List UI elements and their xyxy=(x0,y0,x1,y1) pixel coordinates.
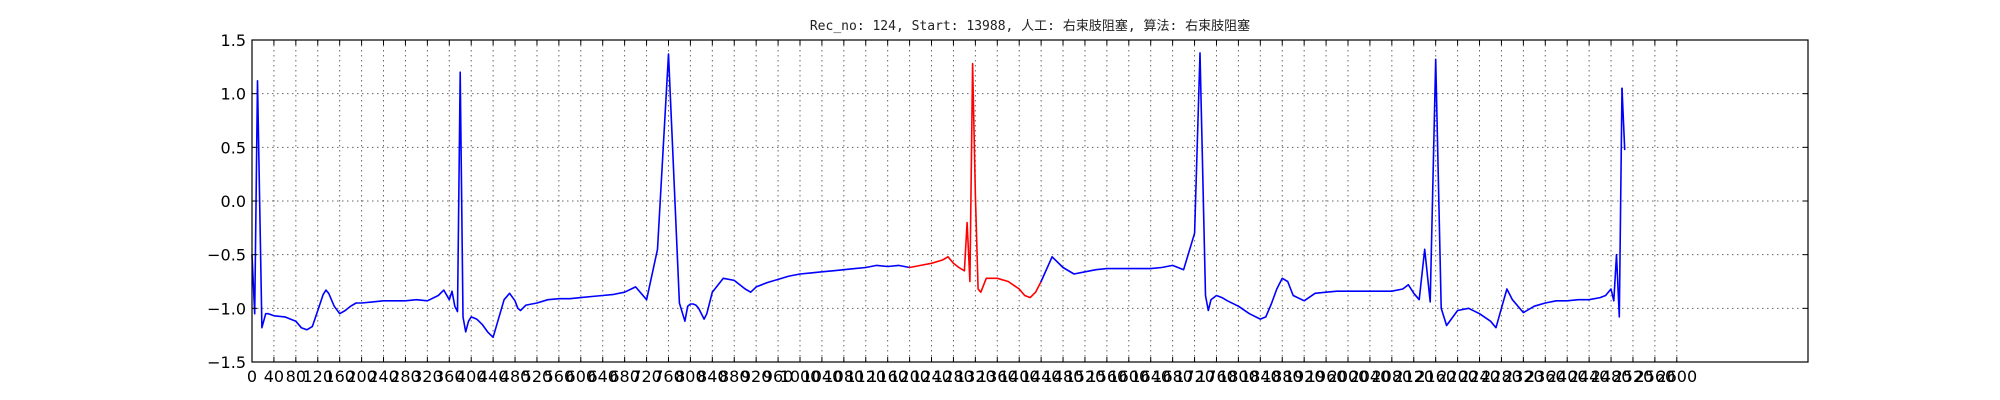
x-tick-label: 1080 xyxy=(823,367,864,386)
x-tick-label: 360 xyxy=(434,367,465,386)
x-tick-label: 2440 xyxy=(1569,367,1610,386)
x-axis-ticks: 0 40 8012016020024028032036040044048052056… xyxy=(247,40,1697,386)
x-tick-label: 1680 xyxy=(1152,367,1193,386)
x-tick-label: 2120 xyxy=(1393,367,1434,386)
x-tick-label: 240 xyxy=(368,367,399,386)
x-tick-label: 720 xyxy=(631,367,662,386)
y-tick-label: 1.5 xyxy=(221,31,246,50)
x-tick-label: 40 xyxy=(264,367,284,386)
x-tick-label: 1280 xyxy=(933,367,974,386)
x-tick-label: 960 xyxy=(763,367,794,386)
x-tick-label: 2080 xyxy=(1371,367,1412,386)
x-tick-label: 1640 xyxy=(1130,367,1171,386)
chart-title: Rec_no: 124, Start: 13988, 人工: 右束肢阻塞, 算法… xyxy=(810,18,1250,34)
y-tick-label: −0.5 xyxy=(207,246,246,265)
x-tick-label: 1360 xyxy=(977,367,1018,386)
x-tick-label: 400 xyxy=(456,367,487,386)
x-tick-label: 1720 xyxy=(1174,367,1215,386)
x-tick-label: 2280 xyxy=(1481,367,1522,386)
series-line-0 xyxy=(251,53,911,339)
x-tick-label: 200 xyxy=(346,367,377,386)
x-tick-label: 1320 xyxy=(955,367,996,386)
plot-frame xyxy=(251,39,1809,363)
x-tick-label: 1760 xyxy=(1196,367,1237,386)
x-tick-label: 1880 xyxy=(1262,367,1303,386)
x-tick-label: 1200 xyxy=(889,367,930,386)
x-tick-label: 1800 xyxy=(1218,367,1259,386)
x-tick-label: 2480 xyxy=(1591,367,1632,386)
x-tick-label: 1960 xyxy=(1306,367,1347,386)
x-tick-label: 1520 xyxy=(1065,367,1106,386)
x-tick-label: 2320 xyxy=(1503,367,1544,386)
x-tick-label: 2520 xyxy=(1613,367,1654,386)
x-tick-label: 2200 xyxy=(1437,367,1478,386)
x-tick-label: 2160 xyxy=(1415,367,1456,386)
series-line-1 xyxy=(908,62,1042,299)
x-tick-label: 1040 xyxy=(802,367,843,386)
x-tick-label: 2040 xyxy=(1350,367,1391,386)
series-layer xyxy=(251,52,1626,339)
x-tick-label: 1120 xyxy=(845,367,886,386)
grid-layer xyxy=(252,40,1808,362)
x-tick-label: 160 xyxy=(324,367,355,386)
x-tick-label: 280 xyxy=(390,367,421,386)
x-tick-label: 680 xyxy=(609,367,640,386)
x-tick-label: 1920 xyxy=(1284,367,1325,386)
y-tick-label: 0.0 xyxy=(221,192,246,211)
y-tick-label: 0.5 xyxy=(221,138,246,157)
x-tick-label: 520 xyxy=(522,367,553,386)
x-tick-label: 440 xyxy=(478,367,509,386)
y-tick-label: −1.5 xyxy=(207,353,246,372)
x-tick-label: 2560 xyxy=(1635,367,1676,386)
x-tick-label: 1600 xyxy=(1108,367,1149,386)
y-tick-label: −1.0 xyxy=(207,299,246,318)
x-tick-label: 1240 xyxy=(911,367,952,386)
x-tick-label: 1400 xyxy=(999,367,1040,386)
x-tick-label: 1480 xyxy=(1043,367,1084,386)
x-tick-label: 2240 xyxy=(1459,367,1500,386)
x-tick-label: 920 xyxy=(741,367,772,386)
x-tick-label: 2600 xyxy=(1656,367,1697,386)
x-tick-label: 560 xyxy=(544,367,575,386)
x-tick-label: 2400 xyxy=(1547,367,1588,386)
x-tick-label: 2000 xyxy=(1328,367,1369,386)
x-tick-label: 80 xyxy=(286,367,306,386)
x-tick-label: 800 xyxy=(675,367,706,386)
y-axis-ticks: −1.5 −1.0 −0.5 0.0 0.5 1.0 1.5 xyxy=(207,31,1808,372)
series-line-3 xyxy=(1621,87,1626,151)
y-tick-label: 1.0 xyxy=(221,85,246,104)
x-tick-label: 0 xyxy=(247,367,257,386)
x-tick-label: 480 xyxy=(500,367,531,386)
x-tick-label: 880 xyxy=(719,367,750,386)
x-tick-label: 320 xyxy=(412,367,443,386)
x-tick-label: 1160 xyxy=(867,367,908,386)
x-tick-label: 2360 xyxy=(1525,367,1566,386)
x-tick-label: 600 xyxy=(566,367,597,386)
x-tick-label: 1440 xyxy=(1021,367,1062,386)
x-tick-label: 840 xyxy=(697,367,728,386)
x-tick-label: 760 xyxy=(653,367,684,386)
series-line-2 xyxy=(1040,52,1623,329)
x-tick-label: 1000 xyxy=(780,367,821,386)
x-tick-label: 120 xyxy=(302,367,333,386)
x-tick-label: 1560 xyxy=(1087,367,1128,386)
x-tick-label: 1840 xyxy=(1240,367,1281,386)
x-tick-label: 640 xyxy=(587,367,618,386)
